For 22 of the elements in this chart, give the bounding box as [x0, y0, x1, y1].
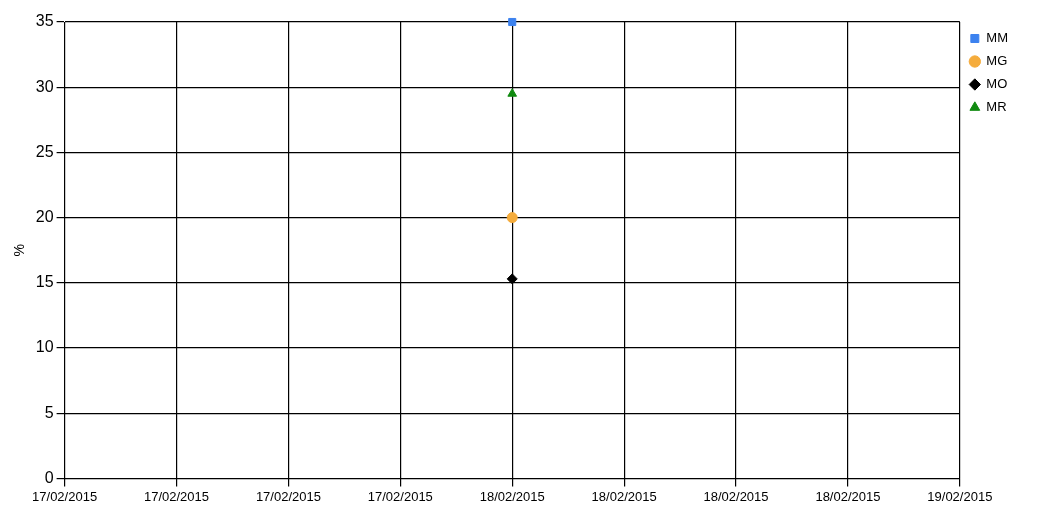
- y-tick-label: 35: [35, 12, 54, 30]
- x-tick-label: 18/02/2015: [703, 488, 769, 504]
- y-axis-title: %: [11, 243, 28, 257]
- x-tick-label: 17/02/2015: [367, 488, 433, 504]
- x-tick-label: 17/02/2015: [143, 488, 210, 504]
- legend-label: MO: [986, 76, 1008, 92]
- y-tick-label: 15: [35, 273, 54, 291]
- x-tick-label: 17/02/2015: [32, 488, 98, 504]
- x-tick-label: 19/02/2015: [927, 488, 993, 504]
- legend-label: MM: [986, 30, 1009, 46]
- x-tick-label: 18/02/2015: [815, 488, 881, 504]
- x-tick-label: 18/02/2015: [479, 488, 545, 504]
- x-tick-label: 17/02/2015: [255, 488, 321, 504]
- y-tick-label: 0: [44, 468, 54, 486]
- y-tick-label: 5: [44, 403, 54, 421]
- x-tick-label: 18/02/2015: [591, 488, 657, 504]
- y-tick-label: 25: [35, 142, 54, 160]
- legend-label: MR: [986, 99, 1007, 115]
- y-tick-label: 10: [35, 338, 54, 356]
- legend-label: MG: [986, 53, 1008, 69]
- y-tick-label: 30: [35, 77, 54, 95]
- y-tick-label: 20: [35, 208, 54, 226]
